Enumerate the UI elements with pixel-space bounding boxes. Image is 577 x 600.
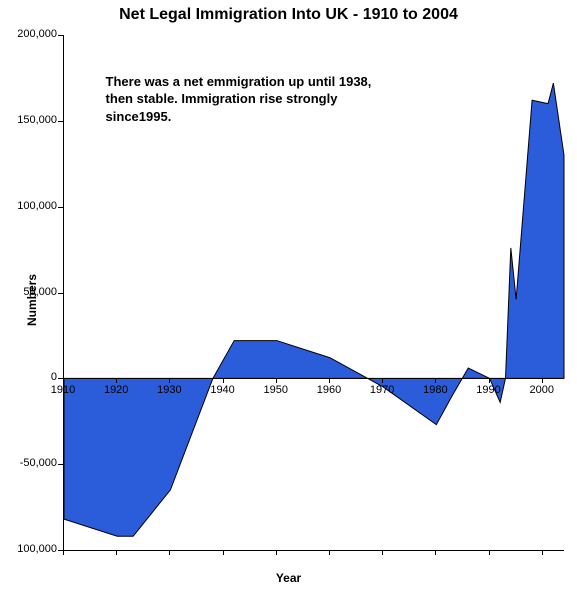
x-tick-mark: [223, 378, 224, 383]
x-axis-label: Year: [0, 571, 577, 585]
y-tick-label: -50,000: [20, 457, 57, 469]
x-tick-mark-bottom: [435, 550, 436, 555]
x-tick-mark-bottom: [276, 550, 277, 555]
y-tick-mark: [58, 207, 63, 208]
x-tick-mark: [382, 378, 383, 383]
x-tick-label: 1920: [104, 384, 128, 396]
chart-container: Net Legal Immigration Into UK - 1910 to …: [0, 0, 577, 600]
x-tick-mark-bottom: [223, 550, 224, 555]
x-tick-label: 1990: [476, 384, 500, 396]
x-tick-mark: [116, 378, 117, 383]
x-tick-mark: [63, 378, 64, 383]
x-tick-mark-bottom: [116, 550, 117, 555]
x-tick-mark: [542, 378, 543, 383]
y-tick-label: 150,000: [17, 114, 57, 126]
y-tick-label: 50,000: [23, 286, 57, 298]
x-tick-label: 1930: [157, 384, 181, 396]
x-tick-mark-bottom: [63, 550, 64, 555]
x-tick-mark-bottom: [542, 550, 543, 555]
x-tick-label: 1950: [264, 384, 288, 396]
y-axis-label: Numbers: [25, 274, 39, 326]
x-tick-mark-bottom: [329, 550, 330, 555]
x-tick-mark-bottom: [489, 550, 490, 555]
x-tick-label: 1960: [317, 384, 341, 396]
y-tick-label: 0: [51, 371, 57, 383]
y-tick-label: 100,000: [17, 543, 57, 555]
y-tick-mark: [58, 293, 63, 294]
y-tick-mark: [58, 121, 63, 122]
y-tick-label: 200,000: [17, 28, 57, 40]
y-tick-label: 100,000: [17, 200, 57, 212]
x-tick-label: 1940: [210, 384, 234, 396]
x-tick-mark: [329, 378, 330, 383]
x-tick-label: 1910: [51, 384, 75, 396]
x-tick-label: 2000: [529, 384, 553, 396]
y-tick-mark: [58, 464, 63, 465]
chart-title: Net Legal Immigration Into UK - 1910 to …: [0, 6, 577, 24]
x-tick-mark: [276, 378, 277, 383]
annotation-line: then stable. Immigration rise strongly: [106, 90, 372, 108]
annotation-line: There was a net emmigration up until 193…: [106, 73, 372, 91]
x-tick-label: 1980: [423, 384, 447, 396]
x-tick-mark: [489, 378, 490, 383]
x-tick-label: 1970: [370, 384, 394, 396]
x-tick-mark: [169, 378, 170, 383]
y-tick-mark: [58, 35, 63, 36]
annotation-line: since1995.: [106, 108, 372, 126]
area-path: [64, 83, 564, 536]
x-tick-mark-bottom: [169, 550, 170, 555]
x-tick-mark: [435, 378, 436, 383]
x-tick-mark-bottom: [382, 550, 383, 555]
chart-annotation: There was a net emmigration up until 193…: [106, 73, 372, 126]
